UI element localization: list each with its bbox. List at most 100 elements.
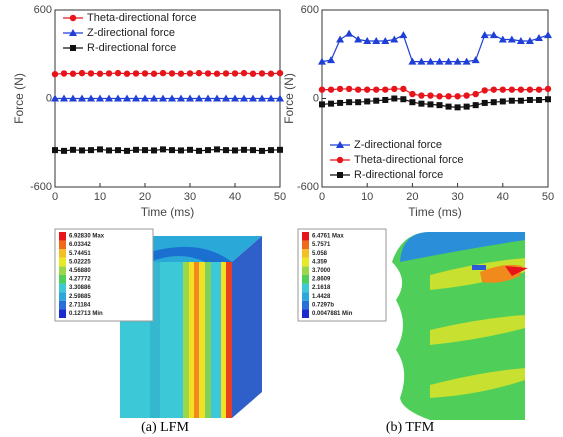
x-tick-label: 20 <box>406 191 418 203</box>
contour-label: 0.0047881 Min <box>312 311 353 317</box>
marker <box>491 86 497 92</box>
contour-swatch <box>59 292 66 301</box>
marker <box>115 147 121 153</box>
marker <box>509 98 515 104</box>
contour-swatch <box>302 266 309 275</box>
legend-label: R-directional force <box>87 42 176 54</box>
marker <box>151 147 157 153</box>
contour-swatch <box>59 275 66 284</box>
marker <box>463 92 469 98</box>
contour-label: 3.7000 <box>312 268 331 274</box>
x-axis-label: Time (ms) <box>408 205 462 219</box>
contour-swatch <box>59 258 66 267</box>
contour-swatch <box>302 249 309 258</box>
marker <box>355 99 361 105</box>
marker <box>418 101 424 107</box>
marker <box>232 147 238 153</box>
marker <box>133 147 139 153</box>
x-tick-label: 10 <box>94 191 106 203</box>
marker <box>464 104 470 110</box>
y-axis-label: Force (N) <box>12 73 26 124</box>
marker <box>418 92 424 98</box>
marker <box>472 91 478 97</box>
marker <box>259 148 265 154</box>
marker <box>205 147 211 153</box>
marker <box>509 86 515 92</box>
x-tick-label: 0 <box>52 191 58 203</box>
marker <box>437 102 443 108</box>
contour-label: 6.92830 Max <box>69 234 105 240</box>
contour-swatch <box>59 301 66 310</box>
marker <box>518 98 524 104</box>
marker <box>491 99 497 105</box>
series-line <box>322 34 548 62</box>
marker <box>482 87 488 93</box>
contour-swatch <box>302 241 309 250</box>
contour-label: 2.71184 <box>69 302 91 308</box>
marker <box>61 70 67 76</box>
contour-label: 5.74451 <box>69 251 91 257</box>
marker <box>536 86 542 92</box>
marker <box>500 98 506 104</box>
marker <box>373 86 379 92</box>
y-tick-label: -600 <box>30 181 52 193</box>
marker <box>319 86 325 92</box>
marker <box>124 148 130 154</box>
marker <box>52 71 58 77</box>
marker <box>473 102 479 108</box>
marker <box>436 93 442 99</box>
contour-swatch <box>302 258 309 267</box>
marker <box>427 92 433 98</box>
contour-legend: 6.4761 Max5.75715.0584.3593.70002.86092.… <box>298 229 386 321</box>
marker <box>545 96 551 102</box>
x-tick-label: 30 <box>451 191 463 203</box>
contour-swatch <box>302 309 309 318</box>
marker <box>142 147 148 153</box>
y-tick-label: 0 <box>46 92 52 104</box>
marker <box>391 96 397 102</box>
marker <box>527 86 533 92</box>
marker <box>328 101 334 107</box>
marker <box>268 147 274 153</box>
contour-swatch <box>302 292 309 301</box>
marker <box>169 147 175 153</box>
contour-label: 3.30886 <box>69 285 91 291</box>
legend-marker <box>70 45 76 51</box>
marker <box>337 100 343 106</box>
contour-swatch <box>59 266 66 275</box>
marker <box>382 86 388 92</box>
marker <box>250 147 256 153</box>
marker <box>223 70 229 76</box>
marker <box>124 71 130 77</box>
marker <box>319 101 325 107</box>
marker <box>187 147 193 153</box>
marker <box>169 70 175 76</box>
legend-label: Theta-directional force <box>87 12 196 24</box>
contour-label: 4.27772 <box>69 277 91 283</box>
marker <box>545 86 551 92</box>
caption: (b) TFM <box>386 420 435 435</box>
marker <box>337 86 343 92</box>
contour-swatch <box>302 301 309 310</box>
y-tick-label: -600 <box>297 181 319 193</box>
marker <box>160 146 166 152</box>
x-tick-label: 50 <box>542 191 554 203</box>
marker <box>382 97 388 103</box>
contour-swatch <box>302 275 309 284</box>
contour-label: 5.02225 <box>69 259 91 265</box>
contour-label: 2.1618 <box>312 285 331 291</box>
contour-label: 5.7571 <box>312 242 331 248</box>
marker <box>544 31 552 38</box>
figure: 6.92830 Max6.033425.744515.022254.568804… <box>0 0 563 437</box>
y-tick-label: 600 <box>34 4 52 16</box>
marker <box>400 96 406 102</box>
marker <box>88 70 94 76</box>
marker <box>232 70 238 76</box>
marker <box>196 70 202 76</box>
contour-swatch <box>59 284 66 293</box>
marker <box>106 147 112 153</box>
marker <box>223 147 229 153</box>
contour-label: 2.8609 <box>312 277 331 283</box>
caption: (a) LFM <box>141 420 189 435</box>
marker <box>355 86 361 92</box>
